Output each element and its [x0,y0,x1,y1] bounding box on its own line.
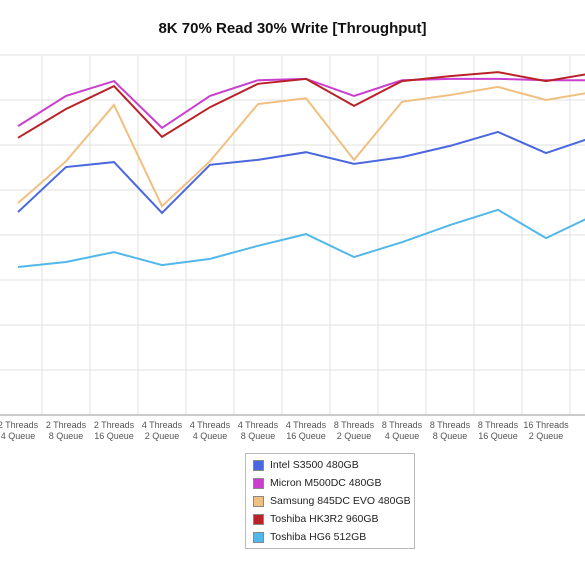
legend-swatch [253,495,264,507]
x-tick-label: 16 Threads 2 Queue [523,420,569,441]
series-line [17,85,585,208]
legend-swatch [253,531,264,543]
legend: Intel S3500 480GB Micron M500DC 480GB Sams… [245,453,415,549]
x-tick-label: 8 Threads 16 Queue [477,420,519,441]
legend-item: Toshiba HK3R2 960GB [246,510,414,528]
x-tick-label: 8 Threads 8 Queue [429,420,471,441]
legend-swatch [253,477,264,489]
legend-label: Toshiba HK3R2 960GB [270,513,379,525]
legend-item: Toshiba HG6 512GB [246,528,414,546]
x-tick-label: 2 Threads 16 Queue [93,420,135,441]
x-tick-label: 4 Threads 16 Queue [285,420,327,441]
chart-title: 8K 70% Read 30% Write [Throughput] [158,20,427,37]
x-tick-label: 2 Threads 4 Queue [0,420,39,441]
x-tick-label: 4 Threads 4 Queue [189,420,231,441]
series-line [17,77,585,130]
legend-swatch [253,513,264,525]
series-line [17,208,585,268]
x-tick-label: 4 Threads 2 Queue [141,420,183,441]
legend-label: Intel S3500 480GB [270,459,359,471]
x-tick-label: 8 Threads 2 Queue [333,420,375,441]
legend-item: Samsung 845DC EVO 480GB [246,492,414,510]
x-tick-label: 4 Threads 8 Queue [237,420,279,441]
x-tick-label: 2 Threads 8 Queue [45,420,87,441]
x-tick-label: 8 Threads 4 Queue [381,420,423,441]
legend-label: Toshiba HG6 512GB [270,531,367,543]
legend-swatch [253,459,264,471]
legend-label: Samsung 845DC EVO 480GB [270,495,411,507]
legend-label: Micron M500DC 480GB [270,477,382,489]
legend-item: Micron M500DC 480GB [246,474,414,492]
legend-item: Intel S3500 480GB [246,456,414,474]
series-line [17,130,585,215]
series-line [17,71,585,139]
